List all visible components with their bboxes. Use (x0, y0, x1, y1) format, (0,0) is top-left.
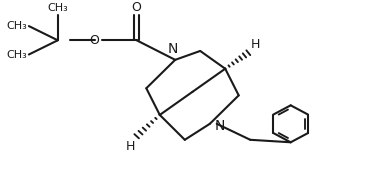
Text: N: N (214, 119, 225, 133)
Text: N: N (168, 42, 178, 56)
Text: O: O (89, 34, 99, 47)
Text: CH₃: CH₃ (6, 49, 27, 60)
Text: CH₃: CH₃ (47, 3, 68, 13)
Text: CH₃: CH₃ (6, 21, 27, 31)
Text: H: H (250, 38, 259, 51)
Text: O: O (132, 1, 142, 14)
Text: H: H (126, 140, 135, 153)
